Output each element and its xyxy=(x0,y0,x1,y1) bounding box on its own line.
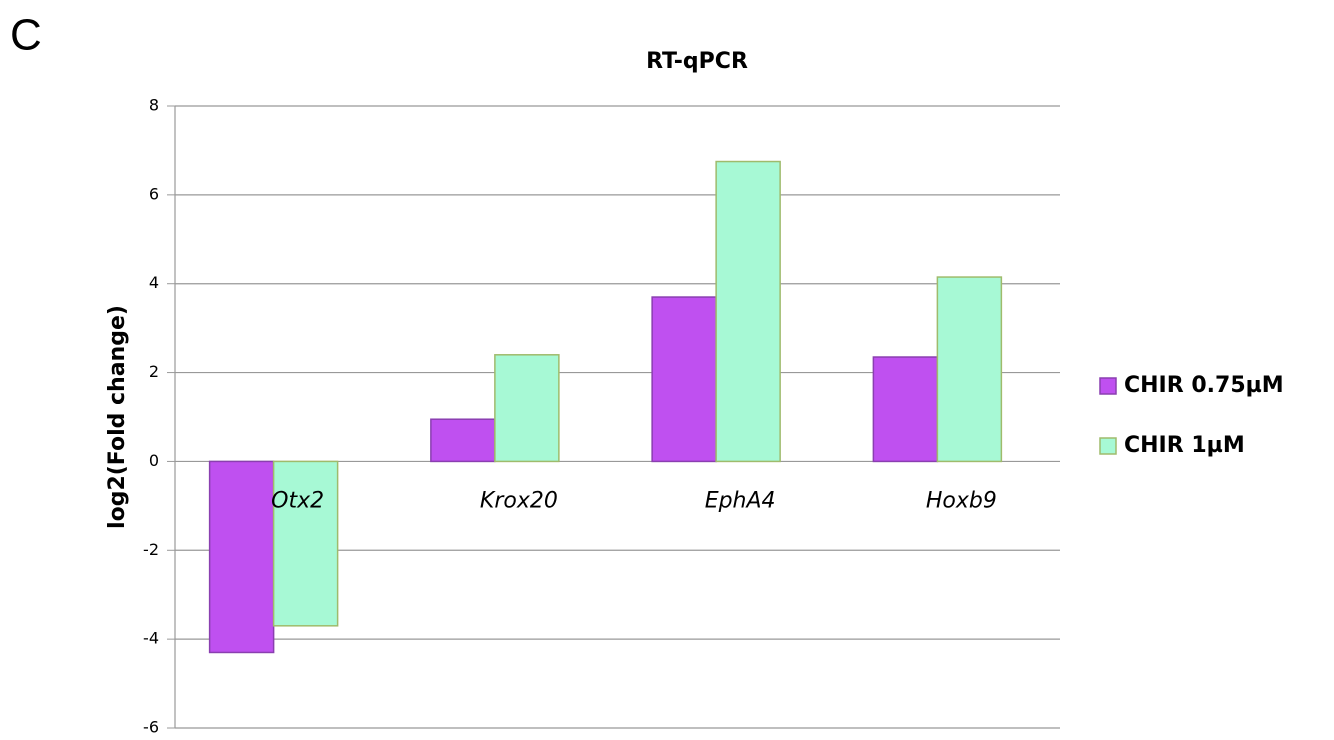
y-tick-label: 2 xyxy=(149,362,159,381)
y-tick-label: 8 xyxy=(149,96,159,115)
chart-title: RT-qPCR xyxy=(646,49,748,74)
x-tick-label: Hoxb9 xyxy=(926,488,997,513)
bar xyxy=(651,296,717,463)
legend-swatch xyxy=(1099,377,1117,395)
x-tick-label: Otx2 xyxy=(271,488,324,513)
y-tick-label: -4 xyxy=(143,629,159,648)
y-tick-label: 4 xyxy=(149,273,159,292)
legend-label: CHIR 0.75µM xyxy=(1124,373,1284,398)
bar xyxy=(208,460,275,654)
y-tick-label: 6 xyxy=(149,184,159,203)
bar xyxy=(494,354,560,463)
y-tick-label: -6 xyxy=(143,718,159,737)
bar xyxy=(430,418,496,463)
legend-swatch xyxy=(1099,437,1117,455)
y-tick-label: 0 xyxy=(149,451,159,470)
bar xyxy=(715,160,781,463)
panel-label: C xyxy=(10,11,42,60)
x-tick-label: Krox20 xyxy=(480,488,558,513)
legend-label: CHIR 1µM xyxy=(1124,433,1245,458)
x-tick-label: EphA4 xyxy=(705,488,776,513)
bar xyxy=(272,460,339,627)
bar xyxy=(936,276,1003,463)
y-axis-label: log2(Fold change) xyxy=(105,305,130,529)
bar xyxy=(872,356,939,463)
y-tick-label: -2 xyxy=(143,540,159,559)
